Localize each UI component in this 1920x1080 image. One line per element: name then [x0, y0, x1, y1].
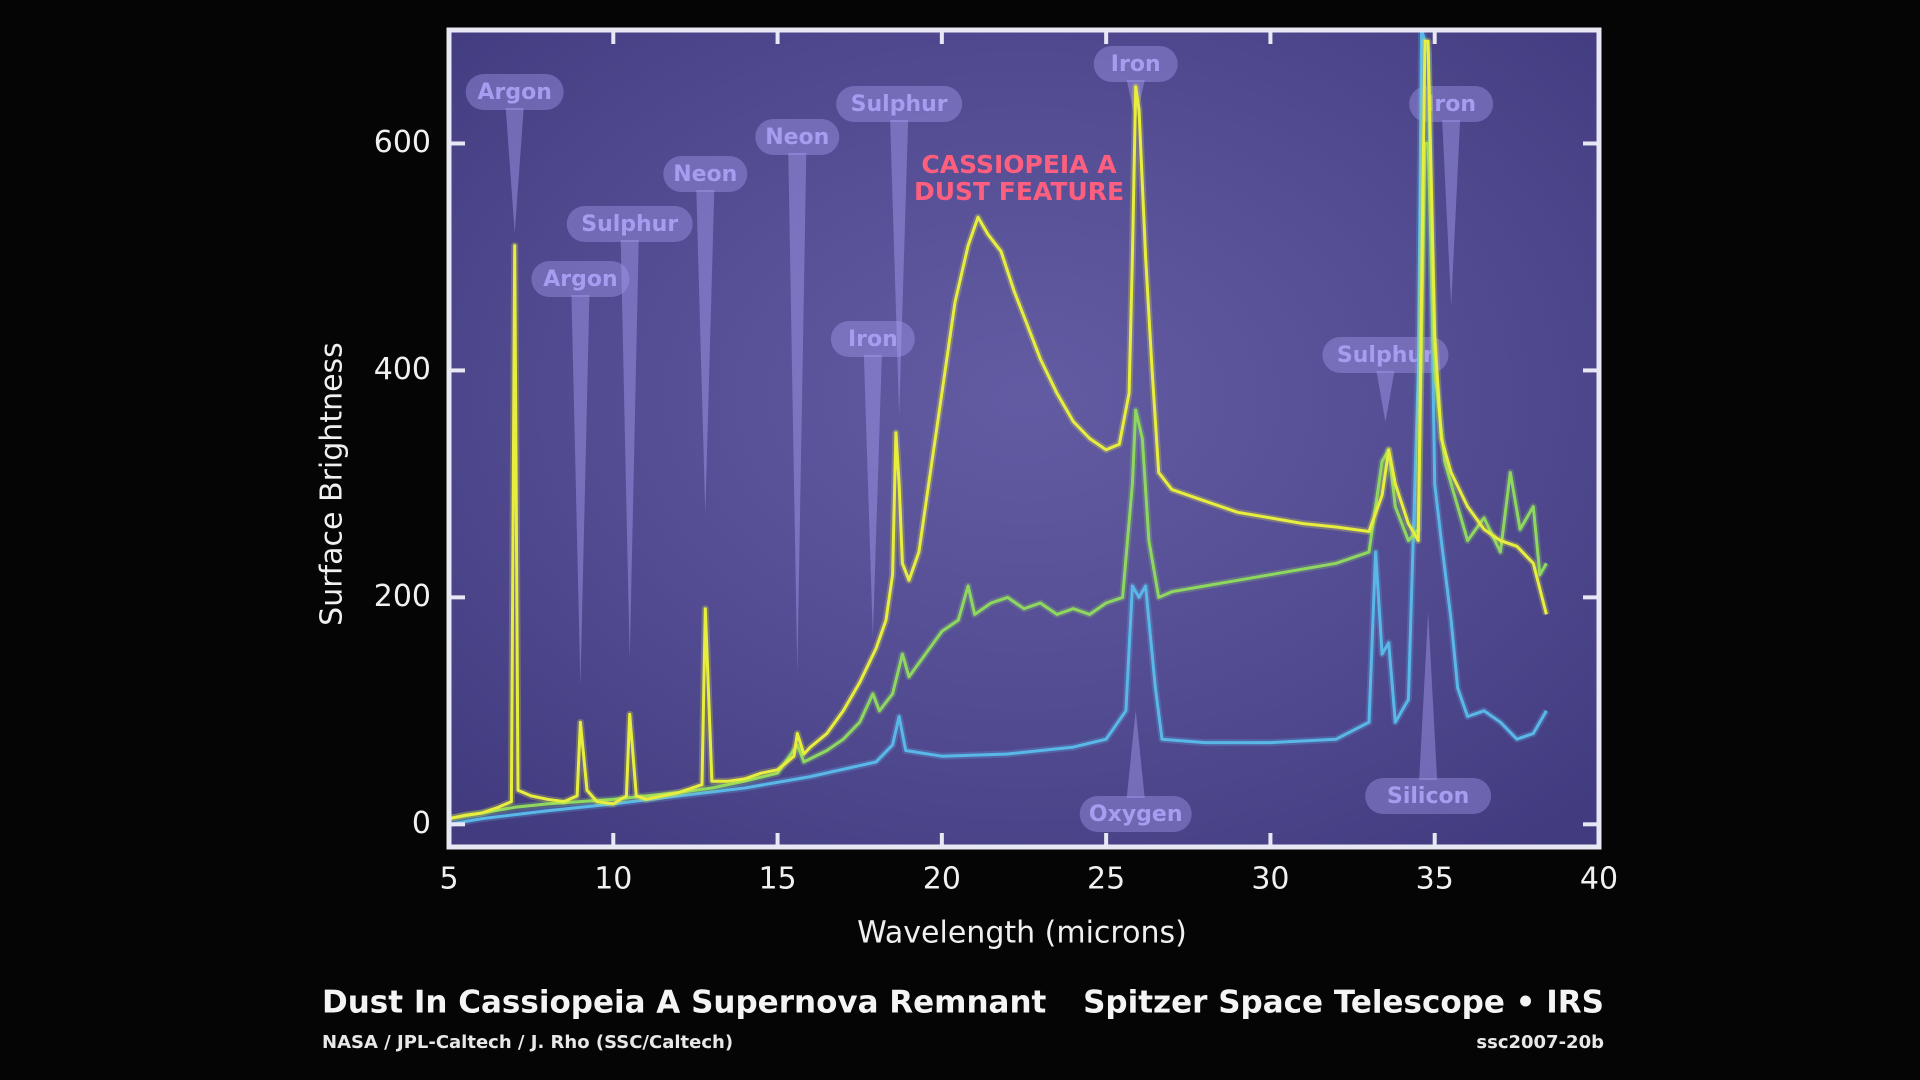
x-axis-title: Wavelength (microns) [857, 916, 1187, 951]
y-tick-label: 400 [374, 352, 431, 387]
x-tick-label: 35 [1416, 862, 1454, 897]
footer-mission: Spitzer Space Telescope • IRS [1083, 985, 1604, 1021]
lines [449, 30, 1550, 828]
x-tick-label: 30 [1251, 862, 1289, 897]
annotation-pointer [620, 240, 639, 661]
annotation-label: Argon [543, 267, 617, 292]
annotation-box [830, 321, 915, 357]
annotation-pointer [571, 295, 590, 686]
annotation-label: Iron [848, 327, 898, 352]
annotation-label: Iron [1111, 52, 1161, 77]
annotation-pointer [696, 190, 715, 514]
annotation-pointer [788, 153, 807, 673]
annotation-label: Sulphur [851, 92, 948, 117]
annotation-pointer [863, 355, 882, 637]
x-tick-label: 40 [1580, 862, 1618, 897]
x-tick-label: 15 [758, 862, 796, 897]
y-axis-title: Surface Brightness [315, 342, 350, 626]
annotation-label: Oxygen [1089, 802, 1183, 827]
annotation-label: Sulphur [581, 212, 678, 237]
annotation-label: Neon [673, 162, 737, 187]
annotation-label: Iron [1426, 92, 1476, 117]
annotation-box [836, 86, 963, 122]
y-tick-label: 0 [412, 806, 431, 841]
annotation-pointer [1126, 710, 1145, 798]
annotation-box [663, 156, 748, 192]
plot-frame [446, 27, 1602, 850]
spectrum-line [449, 39, 1548, 821]
annotation-box [531, 261, 630, 297]
footer-title: Dust In Cassiopeia A Supernova Remnant [322, 985, 1047, 1021]
x-tick-label: 20 [923, 862, 961, 897]
annotation-pointer [1442, 120, 1461, 306]
spectrum-line [449, 30, 1548, 826]
footer-id: ssc2007-20b [1476, 1032, 1604, 1053]
annotation-pointer [1376, 371, 1395, 422]
annotation-box [755, 119, 840, 155]
annotation-box [1365, 778, 1492, 814]
annotations: Argon Argon Sulphur Neon Neon Sulphur Iron Iron… [465, 46, 1494, 832]
feature-label: CASSIOPEIA A [921, 150, 1117, 179]
x-tick-label: 25 [1087, 862, 1125, 897]
annotation-box [566, 206, 693, 242]
x-tick-label: 10 [594, 862, 632, 897]
annotation-pointer [890, 120, 909, 416]
annotation-pointer [1419, 612, 1438, 780]
x-tick-label: 5 [439, 862, 458, 897]
annotation-box [465, 74, 564, 110]
annotation-label: Argon [478, 80, 552, 105]
annotation-label: Neon [765, 125, 829, 150]
annotation-box [1093, 46, 1178, 82]
spectrum-line [449, 142, 1548, 821]
annotation-box [1079, 796, 1192, 832]
annotation-pointer [505, 108, 524, 233]
y-tick-label: 600 [374, 125, 431, 160]
y-tick-label: 200 [374, 579, 431, 614]
annotation-label: Silicon [1387, 784, 1469, 809]
plot-shade [449, 30, 1599, 847]
footer-credit: NASA / JPL-Caltech / J. Rho (SSC/Caltech… [322, 1032, 733, 1053]
feature-label: DUST FEATURE [914, 177, 1124, 206]
